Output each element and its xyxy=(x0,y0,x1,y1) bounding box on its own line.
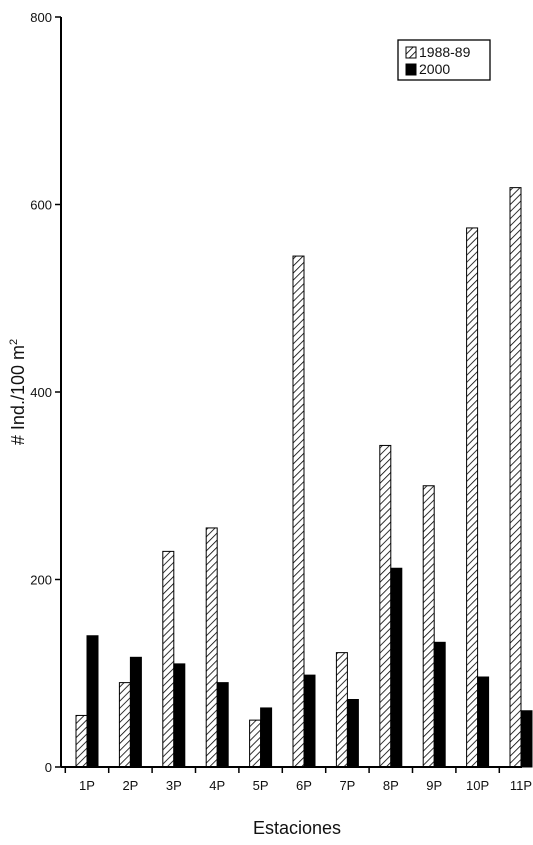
bar-2000-8P xyxy=(390,567,403,768)
y-axis-title-superscript: 2 xyxy=(8,339,20,345)
y-axis-title-text: # Ind./100 m xyxy=(8,345,28,445)
y-tick-label-400: 400 xyxy=(30,385,52,400)
bar-2000-5P xyxy=(260,707,273,768)
bar-1988-89-3P xyxy=(162,550,175,768)
y-tick-label-800: 800 xyxy=(30,10,52,25)
bar-1988-89-4P xyxy=(205,527,218,768)
x-tick-label-8P: 8P xyxy=(383,778,399,793)
x-tick-label-2P: 2P xyxy=(122,778,138,793)
y-tick-label-600: 600 xyxy=(30,198,52,213)
bar-1988-89-5P xyxy=(249,719,262,768)
bar-1988-89-8P xyxy=(379,444,392,768)
x-tick-label-9P: 9P xyxy=(426,778,442,793)
bar-2000-11P xyxy=(520,710,533,768)
legend-label-1988-89: 1988-89 xyxy=(419,44,471,60)
bars-layer xyxy=(75,187,533,768)
x-tick-label-3P: 3P xyxy=(166,778,182,793)
bar-2000-10P xyxy=(477,676,490,768)
bar-2000-6P xyxy=(303,674,316,768)
bar-1988-89-10P xyxy=(466,227,479,768)
axes-layer xyxy=(60,17,522,768)
bar-1988-89-2P xyxy=(118,682,131,768)
y-tick-label-0: 0 xyxy=(45,760,52,775)
x-tick-label-6P: 6P xyxy=(296,778,312,793)
bar-2000-4P xyxy=(216,682,229,768)
x-tick-label-5P: 5P xyxy=(253,778,269,793)
ticks-layer: 0 200 400 600 800 1P 2P 3P 4P 5P 6P 7P 8P 9P 10P 11P xyxy=(30,10,532,793)
bar-1988-89-11P xyxy=(509,187,522,768)
legend-label-2000: 2000 xyxy=(419,61,450,77)
x-tick-label-1P: 1P xyxy=(79,778,95,793)
bar-2000-3P xyxy=(173,663,186,768)
x-tick-label-4P: 4P xyxy=(209,778,225,793)
legend: 1988-89 2000 xyxy=(397,39,491,81)
bar-1988-89-6P xyxy=(292,255,305,768)
bar-2000-2P xyxy=(129,656,142,768)
legend-swatch-1988-89 xyxy=(405,46,417,59)
x-tick-label-10P: 10P xyxy=(466,778,489,793)
x-axis-title: Estaciones xyxy=(253,818,341,838)
bar-2000-1P xyxy=(86,635,99,768)
bar-2000-7P xyxy=(346,699,359,768)
bar-1988-89-1P xyxy=(75,714,88,768)
x-tick-label-7P: 7P xyxy=(339,778,355,793)
legend-swatch-2000 xyxy=(405,63,417,76)
bar-2000-9P xyxy=(433,641,446,768)
bar-1988-89-7P xyxy=(335,652,348,768)
bar-1988-89-9P xyxy=(422,485,435,768)
x-tick-label-11P: 11P xyxy=(510,778,532,793)
y-axis-title: # Ind./100 m2 xyxy=(8,339,28,445)
y-tick-label-200: 200 xyxy=(30,573,52,588)
